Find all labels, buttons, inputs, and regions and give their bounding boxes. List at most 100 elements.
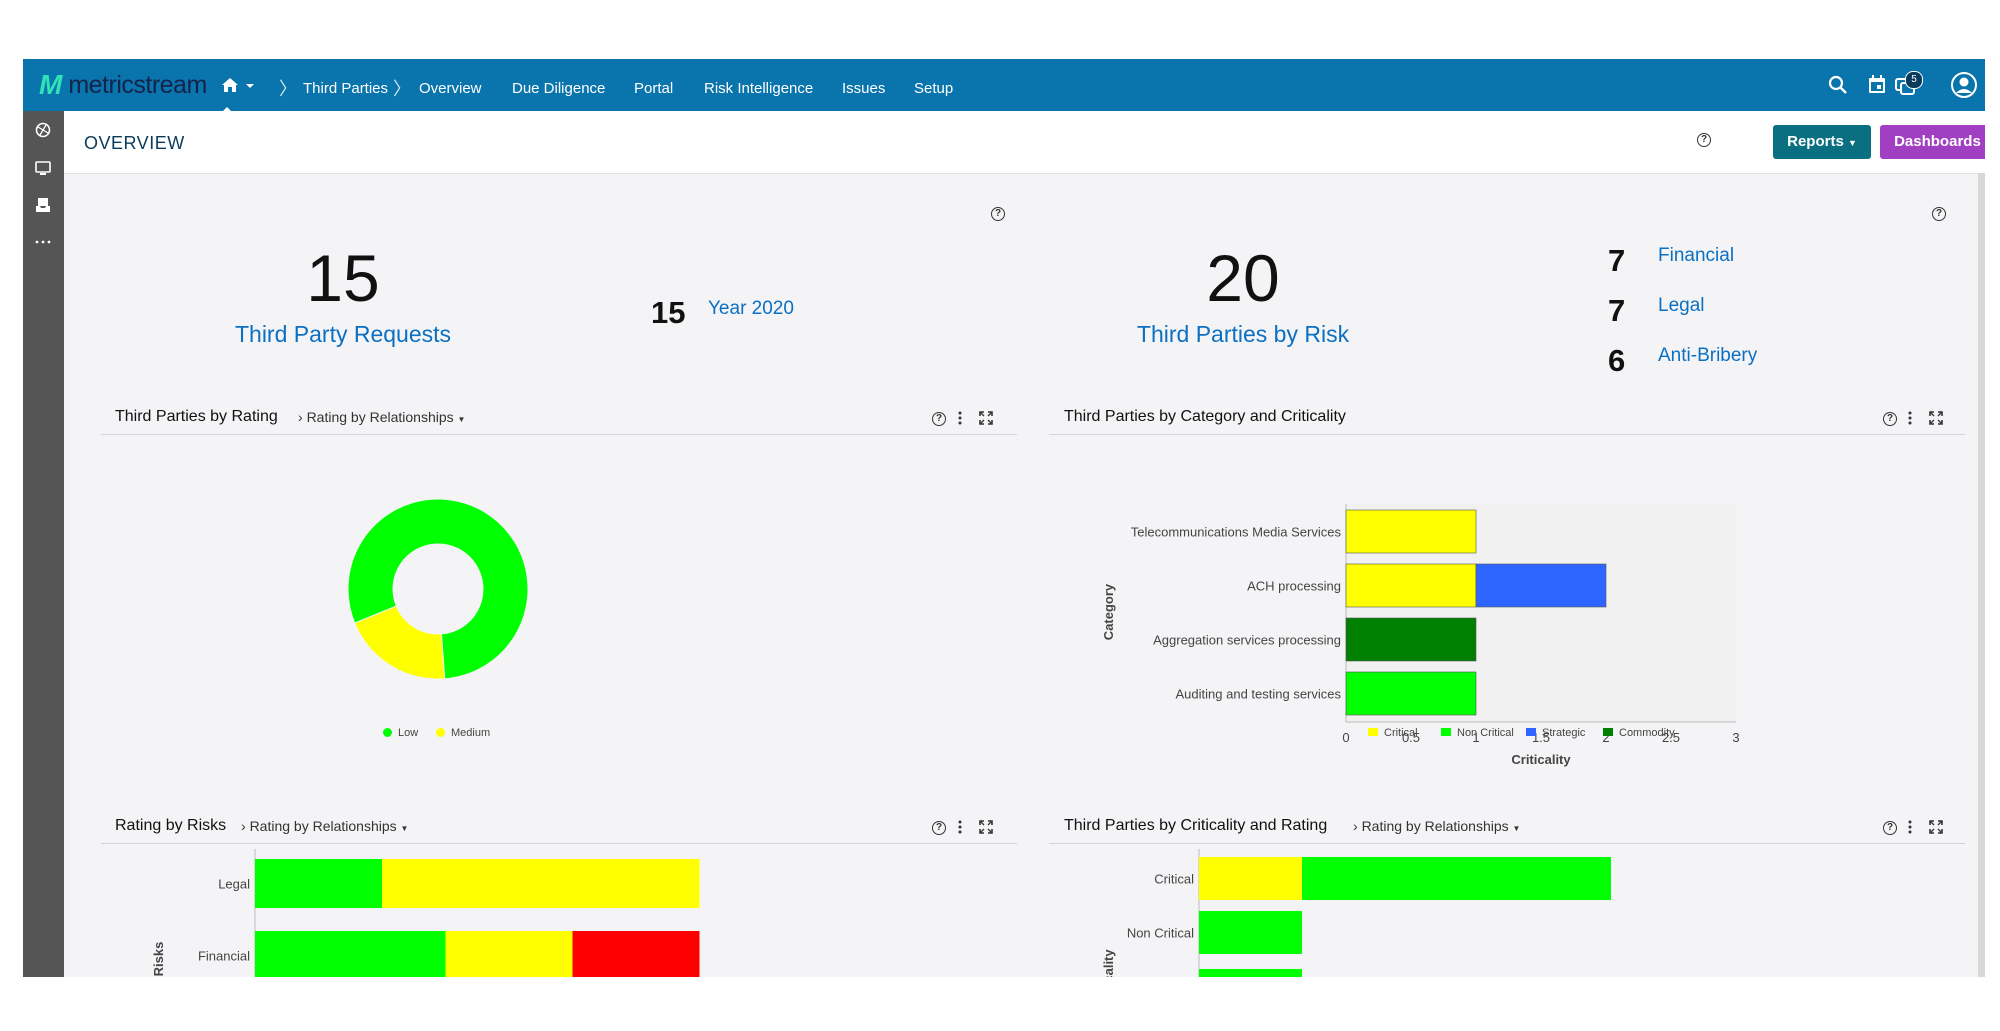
y-axis-title: Criticality <box>1101 949 1116 977</box>
bar-medium <box>382 859 700 908</box>
category-criticality-chart: Telecommunications Media Services ACH pro… <box>1101 504 1740 767</box>
kpi-requests-label[interactable]: Third Party Requests <box>234 321 452 347</box>
x-axis-title: Criticality <box>1511 752 1571 767</box>
help-icon[interactable]: ? <box>1883 821 1897 835</box>
legend-swatch <box>1441 728 1451 736</box>
globe-icon[interactable] <box>34 121 52 139</box>
kpi-risk-label[interactable]: Third Parties by Risk <box>1136 321 1350 347</box>
kebab-menu-icon[interactable] <box>952 410 968 426</box>
home-menu[interactable] <box>221 77 255 98</box>
expand-icon[interactable] <box>1928 410 1944 426</box>
kpi-antibribery-label[interactable]: Anti-Bribery <box>1658 345 1758 366</box>
legend-strategic[interactable]: Strategic <box>1526 727 1585 739</box>
page-header: OVERVIEW ? Reports ▼ Dashboards ▼ <box>64 111 1985 174</box>
kpi-financial-label[interactable]: Financial <box>1658 245 1735 266</box>
breadcrumb-chevron-icon: 〉 <box>393 79 411 99</box>
y-axis-title: Category <box>1101 583 1116 640</box>
criticality-rating-chart: Critical Non Critical Criticality <box>1101 849 1611 977</box>
kebab-menu-icon[interactable] <box>952 819 968 835</box>
expand-icon[interactable] <box>1928 819 1944 835</box>
dashboards-label: Dashboards <box>1894 133 1981 150</box>
legend-low[interactable]: Low <box>383 727 418 739</box>
nav-portal[interactable]: Portal <box>634 80 674 97</box>
app-window: M metricstream 〉 Third Parties 〉 Overvie… <box>23 59 1985 977</box>
page-title: OVERVIEW <box>84 133 185 153</box>
nav-risk-intelligence[interactable]: Risk Intelligence <box>704 80 814 97</box>
category-tick-label: Aggregation services processing <box>1153 633 1341 648</box>
user-avatar-icon[interactable] <box>1950 71 1978 99</box>
calendar-icon[interactable] <box>1865 73 1889 97</box>
legend-label: Critical <box>1384 727 1418 739</box>
category-tick-label: Financial <box>198 949 250 964</box>
kebab-menu-icon[interactable] <box>1902 410 1918 426</box>
panel-rating-title: Third Parties by Rating <box>115 408 278 425</box>
legend-medium[interactable]: Medium <box>436 727 490 739</box>
expand-icon[interactable] <box>978 819 994 835</box>
monitor-icon[interactable] <box>34 159 52 177</box>
rating-donut-chart <box>347 498 529 680</box>
legend-commodity[interactable]: Commodity <box>1603 727 1675 739</box>
more-icon[interactable] <box>34 233 52 251</box>
rating-by-risks-chart: Legal Financial Risks <box>151 849 700 977</box>
kpi-year-value: 15 <box>651 295 686 330</box>
bar-low <box>1199 911 1302 954</box>
panel-risks-title: Rating by Risks <box>115 817 227 834</box>
kpi-antibribery-value: 6 <box>1608 343 1626 378</box>
donut-slice-low <box>347 498 529 680</box>
panel-rating-drilldown[interactable]: › Rating by Relationships ▼ <box>298 409 465 425</box>
kebab-menu-icon[interactable] <box>1902 819 1918 835</box>
logo-mark: M <box>39 69 63 100</box>
help-icon[interactable]: ? <box>1932 207 1946 221</box>
x-tick-label: 1 <box>1472 730 1479 745</box>
chevron-right-icon: › <box>241 818 246 834</box>
nav-issues[interactable]: Issues <box>842 80 886 97</box>
scrollbar[interactable] <box>1978 173 1985 977</box>
logo[interactable]: M metricstream <box>39 69 207 100</box>
nav-overview[interactable]: Overview <box>419 80 482 97</box>
divider <box>101 434 1017 435</box>
help-icon[interactable]: ? <box>1883 412 1897 426</box>
help-icon[interactable]: ? <box>1697 133 1711 147</box>
chevron-down-icon <box>246 84 255 88</box>
bar-low <box>255 859 382 908</box>
help-icon[interactable]: ? <box>991 207 1005 221</box>
home-icon <box>222 78 238 92</box>
divider <box>1049 843 1965 844</box>
nav-setup[interactable]: Setup <box>914 80 954 97</box>
panel-risks-drilldown[interactable]: › Rating by Relationships ▼ <box>241 818 408 834</box>
legend-label: Medium <box>451 727 491 739</box>
chevron-right-icon: › <box>1353 818 1358 834</box>
top-navbar: M metricstream 〉 Third Parties 〉 Overvie… <box>23 59 1985 115</box>
bar-non-critical <box>1345 671 1477 716</box>
category-tick-label: Non Critical <box>1127 926 1194 941</box>
category-tick-label: Critical <box>1154 872 1194 887</box>
legend-label: Commodity <box>1619 727 1675 739</box>
kpi-legal-label[interactable]: Legal <box>1658 295 1705 316</box>
help-icon[interactable]: ? <box>932 821 946 835</box>
legend-label: Non Critical <box>1457 727 1514 739</box>
divider <box>101 843 1017 844</box>
x-tick-label: 2 <box>1602 730 1609 745</box>
reports-button[interactable]: Reports ▼ <box>1773 125 1871 159</box>
inbox-icon[interactable] <box>34 196 52 214</box>
dashboards-button[interactable]: Dashboards ▼ <box>1880 125 1985 159</box>
panel-crit-rating-drilldown[interactable]: › Rating by Relationships ▼ <box>1353 818 1520 834</box>
bar-high <box>572 931 700 977</box>
help-icon[interactable]: ? <box>932 412 946 426</box>
kpi-year-label[interactable]: Year 2020 <box>708 298 794 319</box>
panel-category-title: Third Parties by Category and Criticalit… <box>1064 408 1346 425</box>
expand-icon[interactable] <box>978 410 994 426</box>
nav-third-parties[interactable]: Third Parties <box>303 80 389 97</box>
reports-label: Reports <box>1787 133 1844 150</box>
legend-swatch <box>1603 728 1613 736</box>
legend-critical[interactable]: Critical <box>1368 727 1418 739</box>
x-tick-label: 1.5 <box>1532 730 1550 745</box>
drilldown-label: Rating by Relationships <box>306 409 454 425</box>
divider <box>1049 434 1965 435</box>
x-tick-label: 3 <box>1732 730 1739 745</box>
legend-non-critical[interactable]: Non Critical <box>1441 727 1514 739</box>
category-tick-label: ACH processing <box>1247 579 1341 594</box>
nav-due-diligence[interactable]: Due Diligence <box>512 80 606 97</box>
search-icon[interactable] <box>1826 73 1850 97</box>
panel-crit-rating-title: Third Parties by Criticality and Rating <box>1064 817 1328 834</box>
